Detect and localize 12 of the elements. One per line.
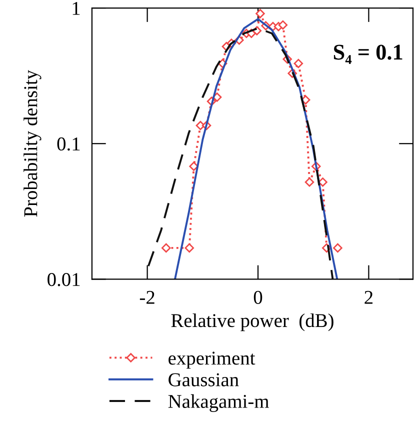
x-axis-title: Relative power (dB) — [171, 313, 334, 332]
y-axis-title: Probability density — [24, 70, 42, 217]
x-tick-label: -2 — [140, 290, 154, 304]
y-tick-label: 1 — [72, 2, 80, 15]
x-tick-label: 2 — [364, 290, 372, 304]
annotation: S₄ = 0.1 — [334, 44, 402, 64]
legend-label: Gaussian — [168, 373, 239, 386]
y-tick-label: 0.1 — [57, 137, 80, 151]
x-tick-label: 0 — [254, 290, 262, 304]
legend-label: Nakagami-m — [168, 394, 269, 412]
y-tick-label: 0.01 — [48, 272, 80, 286]
legend-label: experiment — [168, 352, 256, 369]
